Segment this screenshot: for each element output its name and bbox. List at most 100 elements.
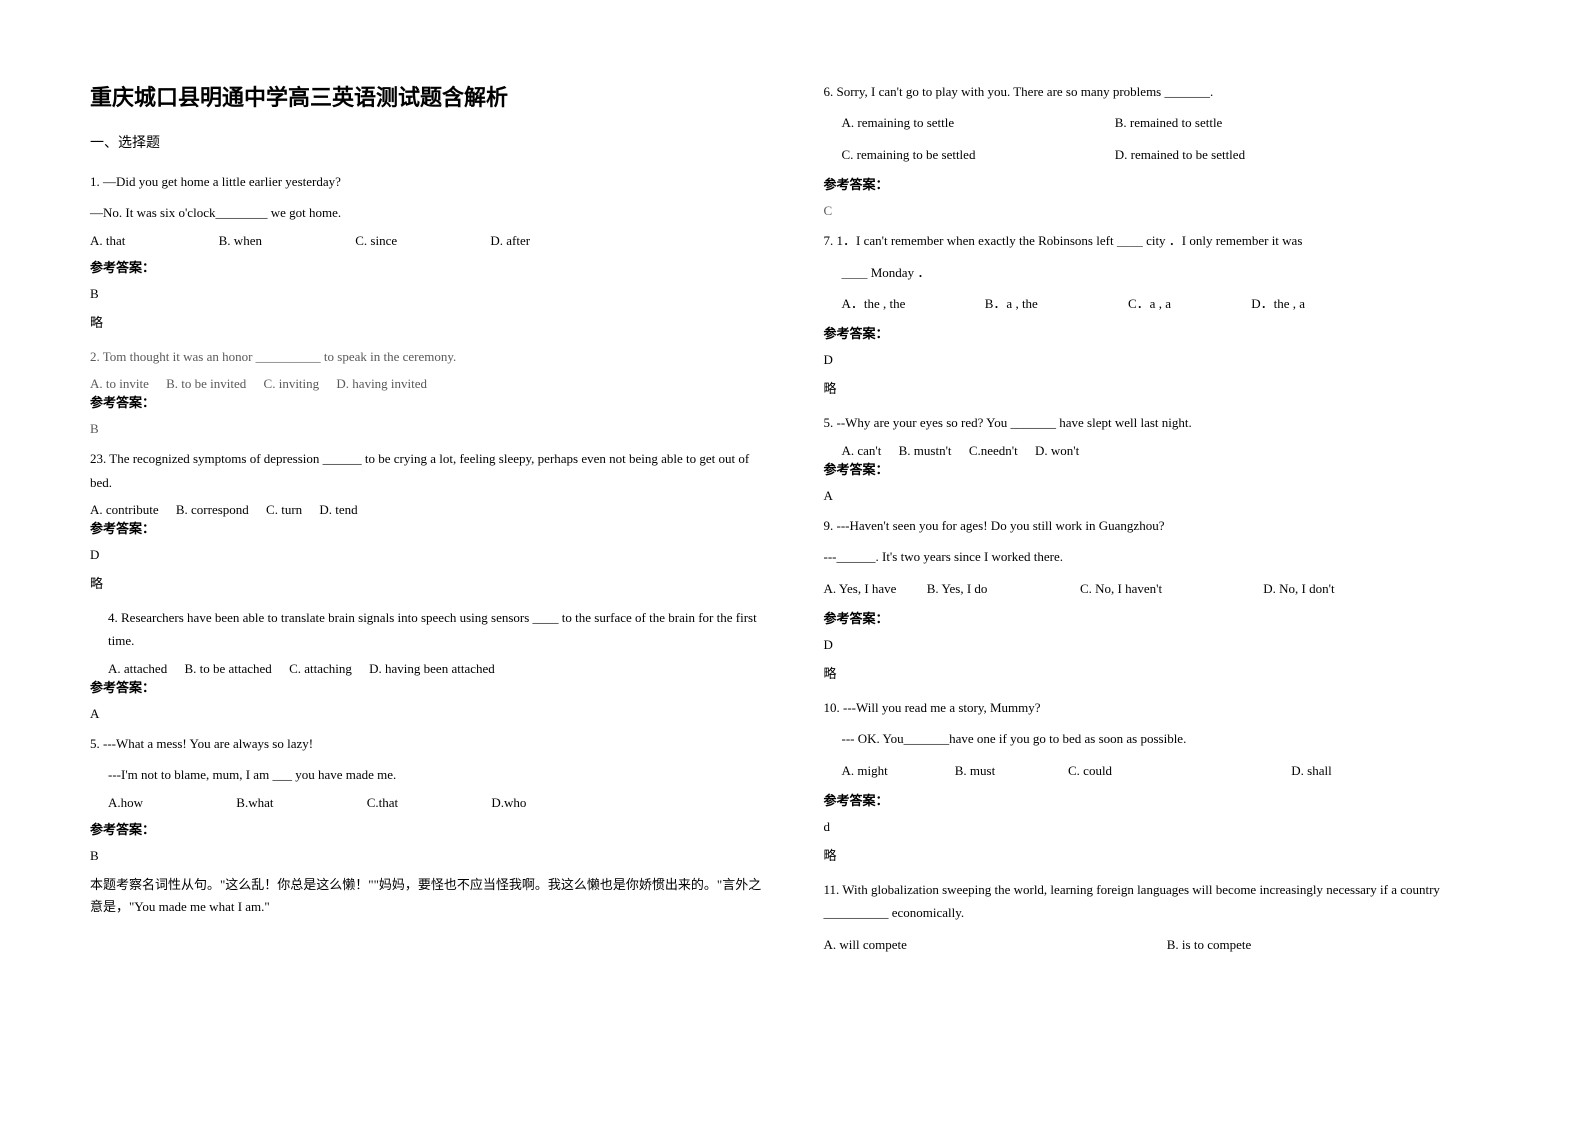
q7-note: 略: [824, 378, 1498, 397]
question-2: 2. Tom thought it was an honor _________…: [90, 345, 764, 437]
q3-options: A. contribute B. correspond C. turn D. t…: [90, 502, 764, 518]
q10-answer-label: 参考答案：: [824, 790, 1498, 809]
q7-optC: C．a , a: [1128, 292, 1248, 315]
q3-line1: 23. The recognized symptoms of depressio…: [90, 447, 764, 494]
q10-optA: A. might: [842, 759, 952, 782]
q5-line1: 5. ---What a mess! You are always so laz…: [90, 732, 764, 755]
q7-answer-label: 参考答案：: [824, 323, 1498, 342]
q10-answer: d: [824, 819, 1498, 835]
q9-line2: ---______. It's two years since I worked…: [824, 545, 1498, 568]
q8-optD: D. won't: [1035, 443, 1079, 459]
q7-line2: ＿＿ Monday ．: [824, 261, 1498, 284]
left-column: 重庆城口县明通中学高三英语测试题含解析 一、选择题 1. —Did you ge…: [90, 80, 764, 1042]
q5-explanation: 本题考察名词性从句。"这么乱！你总是这么懒！""妈妈，要怪也不应当怪我啊。我这么…: [90, 874, 764, 918]
q11-line1: 11. With globalization sweeping the worl…: [824, 878, 1498, 925]
q3-optB: B. correspond: [176, 502, 249, 518]
q8-options: A. can't B. mustn't C.needn't D. won't: [824, 443, 1498, 459]
q5-optC: C.that: [367, 795, 398, 811]
q3-optD: D. tend: [319, 502, 357, 518]
q4-answer-label: 参考答案：: [90, 677, 764, 696]
q8-answer: A: [824, 488, 1498, 504]
q1-optD: D. after: [490, 233, 530, 249]
q7-options: A．the , the B．a , the C．a , a D．the , a: [824, 292, 1498, 315]
q6-optD: D. remained to be settled: [1115, 147, 1245, 162]
q9-optC: C. No, I haven't: [1080, 577, 1260, 600]
right-column: 6. Sorry, I can't go to play with you. T…: [824, 80, 1498, 1042]
q7-optA: A．the , the: [842, 292, 982, 315]
q10-line1: 10. ---Will you read me a story, Mummy?: [824, 696, 1498, 719]
q10-options: A. might B. must C. could D. shall: [824, 759, 1498, 782]
q8-optB: B. mustn't: [899, 443, 952, 459]
q2-answer: B: [90, 421, 764, 437]
q2-optD: D. having invited: [336, 376, 427, 392]
q9-answer: D: [824, 637, 1498, 653]
q3-answer: D: [90, 547, 764, 563]
q4-optA: A. attached: [108, 661, 167, 677]
q1-optC: C. since: [355, 233, 397, 249]
question-1: 1. —Did you get home a little earlier ye…: [90, 170, 764, 331]
q9-line1: 9. ---Haven't seen you for ages! Do you …: [824, 514, 1498, 537]
q8-optC: C.needn't: [969, 443, 1018, 459]
q6-answer-label: 参考答案：: [824, 174, 1498, 193]
q2-optC: C. inviting: [264, 376, 320, 392]
q9-answer-label: 参考答案：: [824, 608, 1498, 627]
question-7: 7. 1．I can't remember when exactly the R…: [824, 229, 1498, 397]
q3-optC: C. turn: [266, 502, 302, 518]
question-11: 11. With globalization sweeping the worl…: [824, 878, 1498, 956]
q11-optB: B. is to compete: [1167, 937, 1252, 952]
q2-options: A. to invite B. to be invited C. invitin…: [90, 376, 764, 392]
q8-line1: 5. --Why are your eyes so red? You _____…: [824, 411, 1498, 434]
q6-answer: C: [824, 203, 1498, 219]
q11-optA: A. will compete: [824, 933, 1164, 956]
q9-options: A. Yes, I have B. Yes, I do C. No, I hav…: [824, 577, 1498, 600]
q1-answer: B: [90, 286, 764, 302]
q6-options-row2: C. remaining to be settled D. remained t…: [824, 143, 1498, 166]
q8-optA: A. can't: [842, 443, 882, 459]
q5-answer-label: 参考答案：: [90, 819, 764, 838]
section-heading: 一、选择题: [90, 132, 764, 152]
q9-optB: B. Yes, I do: [927, 577, 1077, 600]
question-8: 5. --Why are your eyes so red? You _____…: [824, 411, 1498, 503]
q9-optD: D. No, I don't: [1263, 581, 1334, 596]
q8-answer-label: 参考答案：: [824, 459, 1498, 478]
q4-optD: D. having been attached: [369, 661, 495, 677]
q1-options: A. that B. when C. since D. after: [90, 233, 764, 249]
question-4: 4. Researchers have been able to transla…: [90, 606, 764, 722]
q6-options-row1: A. remaining to settle B. remained to se…: [824, 111, 1498, 134]
q1-answer-label: 参考答案：: [90, 257, 764, 276]
q2-optA: A. to invite: [90, 376, 149, 392]
q5-options: A.how B.what C.that D.who: [90, 795, 764, 811]
q2-optB: B. to be invited: [166, 376, 246, 392]
q10-optD: D. shall: [1291, 763, 1331, 778]
q6-optB: B. remained to settle: [1115, 115, 1223, 130]
document-title: 重庆城口县明通中学高三英语测试题含解析: [90, 80, 764, 112]
q1-note: 略: [90, 312, 764, 331]
q1-optA: A. that: [90, 233, 125, 249]
question-9: 9. ---Haven't seen you for ages! Do you …: [824, 514, 1498, 682]
q11-options: A. will compete B. is to compete: [824, 933, 1498, 956]
question-6: 6. Sorry, I can't go to play with you. T…: [824, 80, 1498, 219]
q1-line1: 1. —Did you get home a little earlier ye…: [90, 170, 764, 193]
q9-note: 略: [824, 663, 1498, 682]
q7-optB: B．a , the: [985, 292, 1125, 315]
q4-optC: C. attaching: [289, 661, 352, 677]
q3-answer-label: 参考答案：: [90, 518, 764, 537]
q7-optD: D．the , a: [1251, 296, 1305, 311]
q4-optB: B. to be attached: [184, 661, 271, 677]
question-3: 23. The recognized symptoms of depressio…: [90, 447, 764, 592]
q4-line1: 4. Researchers have been able to transla…: [90, 606, 764, 653]
q7-answer: D: [824, 352, 1498, 368]
q5-optD: D.who: [491, 795, 526, 811]
q10-optC: C. could: [1068, 759, 1288, 782]
q5-answer: B: [90, 848, 764, 864]
q5-optB: B.what: [236, 795, 273, 811]
q10-line2: --- OK. You_______have one if you go to …: [824, 727, 1498, 750]
q2-line1: 2. Tom thought it was an honor _________…: [90, 345, 764, 368]
q2-answer-label: 参考答案：: [90, 392, 764, 411]
q1-line2: —No. It was six o'clock________ we got h…: [90, 201, 764, 224]
question-5: 5. ---What a mess! You are always so laz…: [90, 732, 764, 918]
q4-options: A. attached B. to be attached C. attachi…: [90, 661, 764, 677]
q6-optA: A. remaining to settle: [842, 111, 1112, 134]
q5-line2: ---I'm not to blame, mum, I am ___ you h…: [90, 763, 764, 786]
q6-optC: C. remaining to be settled: [842, 143, 1112, 166]
